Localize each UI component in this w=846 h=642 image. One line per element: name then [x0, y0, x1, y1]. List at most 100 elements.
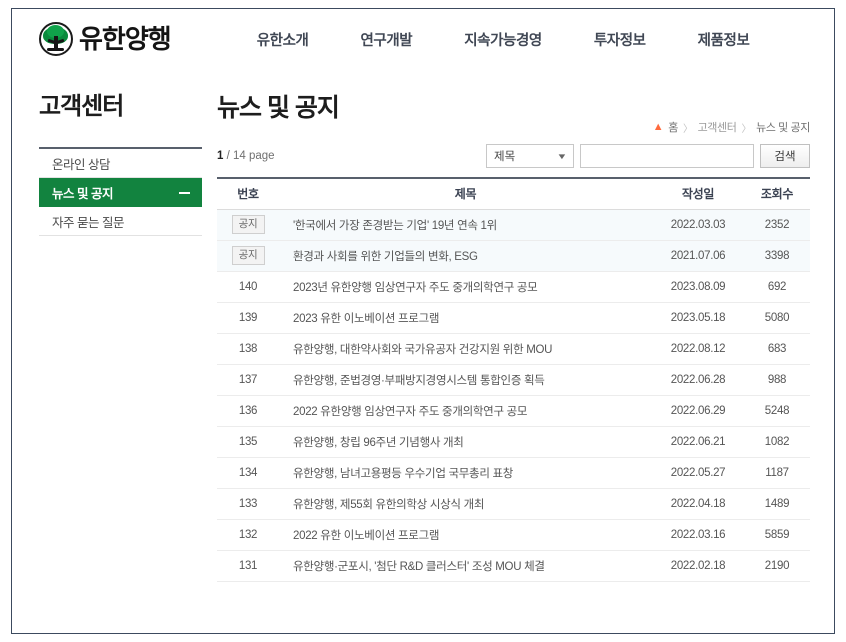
table-header-row: 번호 제목 작성일 조회수 [217, 178, 810, 210]
nav-item-sustainability[interactable]: 지속가능경영 [464, 32, 542, 49]
breadcrumb-current: 뉴스 및 공지 [756, 122, 810, 134]
row-number: 139 [217, 302, 279, 334]
page-body: 고객센터 온라인 상담 뉴스 및 공지 자주 묻는 질문 뉴스 및 공지 ▲ [12, 69, 834, 582]
chevron-down-icon: ▼ [556, 151, 568, 161]
sidebar-item-faq[interactable]: 자주 묻는 질문 [39, 207, 202, 236]
row-title-link[interactable]: 유한양행, 창립 96주년 기념행사 개최 [279, 426, 652, 458]
brand-logo[interactable]: 유한양행 [39, 22, 172, 56]
table-row[interactable]: 140 2023년 유한양행 임상연구자 주도 중개의학연구 공모 2023.08.… [217, 271, 810, 303]
row-title-link[interactable]: 2022 유한 이노베이션 프로그램 [279, 519, 652, 551]
sidebar-item-news-notice[interactable]: 뉴스 및 공지 [39, 178, 202, 207]
table-row[interactable]: 131 유한양행·군포시, '첨단 R&D 클러스터' 조성 MOU 체결 2022… [217, 550, 810, 582]
row-title-link[interactable]: 2022 유한양행 임상연구자 주도 중개의학연구 공모 [279, 395, 652, 427]
breadcrumb-home[interactable]: 홈 [668, 122, 678, 134]
nav-item-rnd[interactable]: 연구개발 [360, 32, 413, 49]
table-row[interactable]: 132 2022 유한 이노베이션 프로그램 2022.03.16 5859 [217, 519, 810, 551]
row-title-link[interactable]: 유한양행, 제55회 유한의학상 시상식 개최 [279, 488, 652, 520]
row-number: 140 [217, 271, 279, 303]
column-header-date: 작성일 [652, 178, 744, 210]
row-hits: 692 [744, 271, 810, 303]
search-field-value: 제목 [494, 151, 516, 163]
row-number: 133 [217, 488, 279, 520]
main-content: 뉴스 및 공지 ▲ 홈 〉 고객센터 〉 뉴스 및 공지 1 / 14 page [212, 86, 834, 582]
notice-badge-cell: 공지 [217, 209, 279, 241]
site-header: 유한양행 유한소개 연구개발 지속가능경영 투자정보 제품정보 [12, 9, 834, 69]
table-row[interactable]: 139 2023 유한 이노베이션 프로그램 2023.05.18 5080 [217, 302, 810, 334]
tree-circle-logo-icon [39, 22, 73, 56]
row-number: 131 [217, 550, 279, 582]
search-button[interactable]: 검색 [760, 144, 810, 168]
page-indicator: 1 / 14 page [217, 150, 275, 162]
table-row[interactable]: 공지 환경과 사회를 위한 기업들의 변화, ESG 2021.07.06 3398 [217, 240, 810, 272]
row-number: 136 [217, 395, 279, 427]
row-date: 2022.05.27 [652, 457, 744, 489]
search-input[interactable] [580, 144, 754, 168]
main-navigation: 유한소개 연구개발 지속가능경영 투자정보 제품정보 [231, 29, 776, 50]
row-date: 2023.08.09 [652, 271, 744, 303]
row-date: 2022.03.03 [652, 209, 744, 241]
row-date: 2022.02.18 [652, 550, 744, 582]
sidebar-menu: 온라인 상담 뉴스 및 공지 자주 묻는 질문 [39, 147, 202, 236]
sidebar-item-label: 온라인 상담 [52, 157, 110, 172]
row-title-link[interactable]: 2023년 유한양행 임상연구자 주도 중개의학연구 공모 [279, 271, 652, 303]
sidebar-item-label: 자주 묻는 질문 [52, 215, 124, 230]
row-date: 2022.04.18 [652, 488, 744, 520]
row-number: 134 [217, 457, 279, 489]
row-title-link[interactable]: 유한양행, 대한약사회와 국가유공자 건강지원 위한 MOU [279, 333, 652, 365]
row-title-link[interactable]: '한국에서 가장 존경받는 기업' 19년 연속 1위 [279, 209, 652, 241]
row-title-link[interactable]: 유한양행·군포시, '첨단 R&D 클러스터' 조성 MOU 체결 [279, 550, 652, 582]
page-total-text: / 14 page [226, 150, 275, 162]
row-hits: 1187 [744, 457, 810, 489]
table-row[interactable]: 134 유한양행, 남녀고용평등 우수기업 국무총리 표창 2022.05.27 11… [217, 457, 810, 489]
breadcrumb: ▲ 홈 〉 고객센터 〉 뉴스 및 공지 [652, 119, 811, 135]
breadcrumb-separator: 〉 [682, 123, 693, 135]
table-row[interactable]: 공지 '한국에서 가장 존경받는 기업' 19년 연속 1위 2022.03.03 2… [217, 209, 810, 241]
notice-badge: 공지 [231, 215, 265, 234]
table-row[interactable]: 133 유한양행, 제55회 유한의학상 시상식 개최 2022.04.18 1489 [217, 488, 810, 520]
search-field-select[interactable]: 제목 ▼ [486, 144, 574, 168]
news-table: 번호 제목 작성일 조회수 공지 '한국에서 가장 존경받는 기업' 19년 연속… [217, 177, 810, 582]
notice-badge-cell: 공지 [217, 240, 279, 272]
row-hits: 5859 [744, 519, 810, 551]
breadcrumb-customer-center[interactable]: 고객센터 [697, 122, 737, 134]
nav-item-products[interactable]: 제품정보 [697, 32, 750, 49]
row-title-link[interactable]: 2023 유한 이노베이션 프로그램 [279, 302, 652, 334]
page-title: 뉴스 및 공지 [217, 94, 340, 122]
sidebar: 고객센터 온라인 상담 뉴스 및 공지 자주 묻는 질문 [12, 86, 212, 582]
row-hits: 5248 [744, 395, 810, 427]
row-date: 2022.08.12 [652, 333, 744, 365]
current-page-number: 1 [217, 150, 224, 162]
table-row[interactable]: 137 유한양행, 준법경영·부패방지경영시스템 통합인증 획득 2022.06.2… [217, 364, 810, 396]
home-icon: ▲ [652, 120, 664, 133]
content-header: 뉴스 및 공지 ▲ 홈 〉 고객센터 〉 뉴스 및 공지 [217, 86, 810, 144]
row-number: 132 [217, 519, 279, 551]
column-header-title: 제목 [279, 178, 652, 210]
sidebar-item-online-consult[interactable]: 온라인 상담 [39, 149, 202, 178]
nav-item-investor[interactable]: 투자정보 [593, 32, 646, 49]
row-date: 2022.03.16 [652, 519, 744, 551]
collapse-minus-icon [179, 191, 190, 194]
row-number: 137 [217, 364, 279, 396]
row-hits: 1082 [744, 426, 810, 458]
browser-page-frame: 유한양행 유한소개 연구개발 지속가능경영 투자정보 제품정보 고객센터 온라인… [11, 8, 835, 634]
table-row[interactable]: 136 2022 유한양행 임상연구자 주도 중개의학연구 공모 2022.06.2… [217, 395, 810, 427]
list-toolbar: 1 / 14 page 제목 ▼ 검색 [217, 144, 810, 177]
row-date: 2022.06.28 [652, 364, 744, 396]
row-hits: 988 [744, 364, 810, 396]
row-number: 135 [217, 426, 279, 458]
table-row[interactable]: 138 유한양행, 대한약사회와 국가유공자 건강지원 위한 MOU 2022.08… [217, 333, 810, 365]
breadcrumb-separator: 〉 [741, 123, 752, 135]
row-hits: 3398 [744, 240, 810, 272]
table-row[interactable]: 135 유한양행, 창립 96주년 기념행사 개최 2022.06.21 1082 [217, 426, 810, 458]
news-table-body: 공지 '한국에서 가장 존경받는 기업' 19년 연속 1위 2022.03.03 2… [217, 209, 810, 582]
row-title-link[interactable]: 환경과 사회를 위한 기업들의 변화, ESG [279, 240, 652, 272]
row-title-link[interactable]: 유한양행, 준법경영·부패방지경영시스템 통합인증 획득 [279, 364, 652, 396]
nav-item-company[interactable]: 유한소개 [256, 32, 309, 49]
row-hits: 2190 [744, 550, 810, 582]
sidebar-item-label: 뉴스 및 공지 [52, 187, 113, 201]
row-hits: 2352 [744, 209, 810, 241]
row-title-link[interactable]: 유한양행, 남녀고용평등 우수기업 국무총리 표창 [279, 457, 652, 489]
row-hits: 683 [744, 333, 810, 365]
search-group: 제목 ▼ 검색 [486, 144, 810, 168]
row-hits: 1489 [744, 488, 810, 520]
